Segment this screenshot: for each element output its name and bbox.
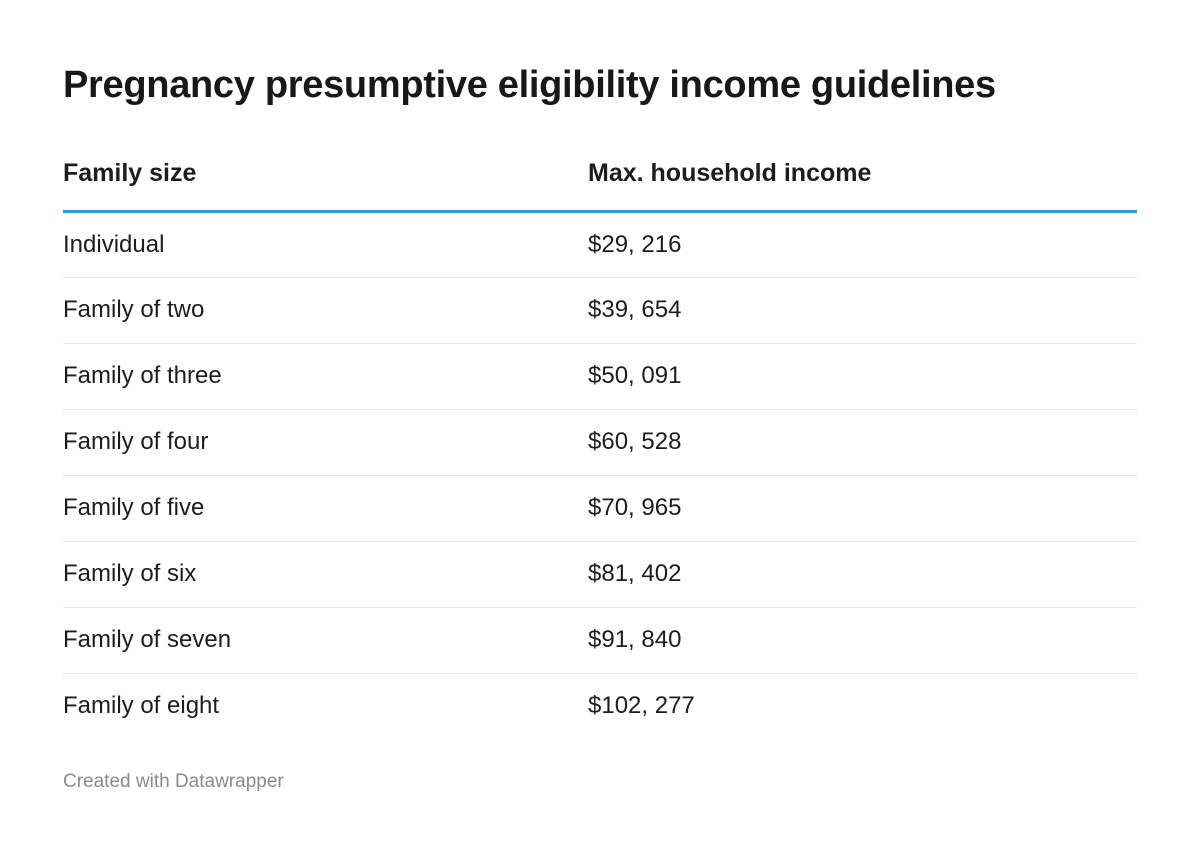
max-income-cell: $60, 528 xyxy=(588,409,1137,476)
table-row: Family of two $39, 654 xyxy=(63,277,1137,344)
max-income-cell: $29, 216 xyxy=(588,211,1137,278)
table-row: Family of five $70, 965 xyxy=(63,475,1137,542)
table-body: Individual $29, 216 Family of two $39, 654 F… xyxy=(63,211,1137,739)
max-income-cell: $102, 277 xyxy=(588,692,695,720)
family-size-cell: Family of three xyxy=(63,343,588,410)
family-size-cell: Family of five xyxy=(63,475,588,542)
table-row: Individual $29, 216 xyxy=(63,211,1137,278)
income-table: Family size Max. household income Indivi… xyxy=(63,149,1137,739)
table-row: Family of three $50, 091 xyxy=(63,343,1137,410)
max-income-cell: $50, 091 xyxy=(588,343,1137,410)
income-guidelines-chart: Pregnancy presumptive eligibility income… xyxy=(63,0,1137,739)
table-header-row: Family size Max. household income xyxy=(63,149,1137,213)
max-income-cell: $70, 965 xyxy=(588,475,1137,542)
datawrapper-credit: Created with Datawrapper xyxy=(63,771,284,792)
family-size-cell: Family of seven xyxy=(63,607,588,674)
chart-title: Pregnancy presumptive eligibility income… xyxy=(63,64,996,106)
table-row: Family of seven $91, 840 xyxy=(63,607,1137,674)
family-size-cell: Family of eight xyxy=(63,692,220,720)
max-income-cell: $91, 840 xyxy=(588,607,1137,674)
table-row: Family of six $81, 402 xyxy=(63,541,1137,608)
column-header-family-size: Family size xyxy=(63,149,588,213)
table-row: Family of eight $102, 277 xyxy=(63,673,1137,739)
family-size-cell: Family of six xyxy=(63,541,588,608)
max-income-cell: $81, 402 xyxy=(588,541,1137,608)
max-income-cell: $39, 654 xyxy=(588,277,1137,344)
family-size-cell: Family of two xyxy=(63,277,588,344)
family-size-cell: Family of four xyxy=(63,409,588,476)
column-header-max-income: Max. household income xyxy=(588,149,1137,213)
family-size-cell: Individual xyxy=(63,211,588,278)
table-row: Family of four $60, 528 xyxy=(63,409,1137,476)
